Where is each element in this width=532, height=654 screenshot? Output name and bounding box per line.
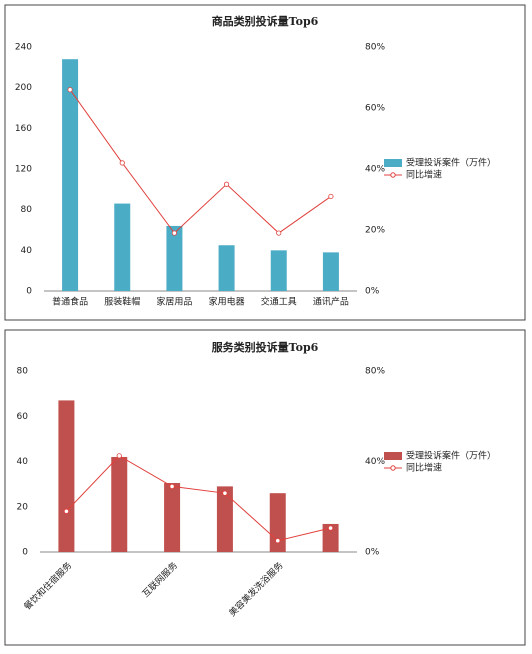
x-tick-label: 交通工具 [261,296,297,308]
y-tick-label: 0 [26,287,32,297]
x-tick-label: 普通食品 [52,296,88,308]
bar [218,245,235,291]
line [69,89,332,234]
y2-tick-label: 80% [365,43,385,53]
x-tick-label: 通讯产品 [313,296,349,308]
y-tick-label: 160 [15,124,32,134]
y-tick-label: 20 [17,502,29,512]
bar [270,250,287,291]
bar [322,523,339,552]
y2-tick-label: 40% [365,457,385,467]
y2-tick-label: 60% [365,104,385,114]
y2-tick-label: 20% [365,226,385,236]
marker [328,193,334,200]
legend-label: 同比增速 [406,169,442,181]
marker [276,230,282,236]
marker [169,483,175,489]
bar [164,482,181,552]
legend-label: 受理投诉案件（万件） [406,157,496,169]
marker [327,525,334,531]
y-tick-label: 0 [22,548,28,558]
legend-swatch [384,452,402,460]
chart-title: 商品类别投诉量Top6 [212,14,319,28]
y-tick-label: 40 [17,457,29,467]
legend-label: 受理投诉案件（万件） [406,450,496,462]
bar [216,486,233,552]
marker [222,490,228,496]
y-tick-label: 240 [15,43,32,53]
chart-title: 服务类别投诉量Top6 [212,340,319,354]
y2-tick-label: 0% [365,548,380,558]
bar [166,225,183,291]
bar [62,59,79,292]
x-tick-label: 服装鞋帽 [104,296,140,308]
bar [322,252,339,291]
y-tick-label: 80 [21,205,33,215]
chart-frame [4,329,526,646]
y2-tick-label: 0% [365,287,380,297]
y-tick-label: 60 [17,412,29,422]
marker [171,230,178,236]
chart-frame [4,4,526,321]
marker [223,181,230,187]
marker [63,508,70,514]
legend-swatch [384,159,402,167]
y-tick-label: 80 [17,367,29,377]
marker [67,87,73,93]
legend-swatch [390,172,396,178]
bar [58,400,75,552]
marker [116,453,122,459]
x-tick-label: 家用电器 [209,296,245,308]
legend-swatch [390,465,396,471]
y2-tick-label: 80% [365,367,385,377]
y-tick-label: 40 [21,246,33,256]
marker [275,538,281,544]
y-tick-label: 200 [15,83,32,93]
bar [111,456,128,552]
bar [114,203,131,291]
y-tick-label: 120 [15,165,32,175]
legend-label: 同比增速 [406,462,442,474]
x-tick-label: 家居用品 [156,296,192,308]
marker [119,160,125,166]
line [66,455,331,542]
y2-tick-label: 40% [365,165,385,175]
